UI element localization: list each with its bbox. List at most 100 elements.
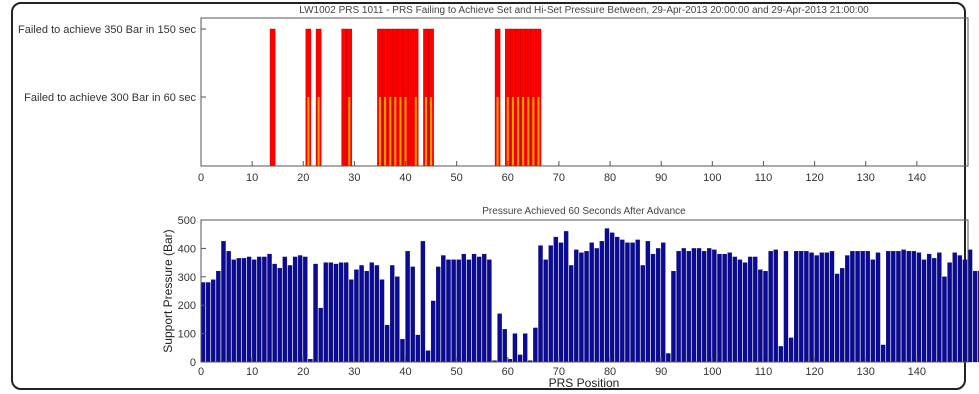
pressure-bar-39 xyxy=(400,339,405,363)
pressure-bar-117 xyxy=(799,251,804,363)
pressure-bar-83 xyxy=(625,242,630,363)
pressure-xtick-label-6: 60 xyxy=(502,366,514,378)
pressure-bar-129 xyxy=(860,251,865,363)
pressure-bar-8 xyxy=(241,258,247,363)
pressure-bar-30 xyxy=(354,269,359,363)
pressure-xtick-label-10: 100 xyxy=(703,366,721,378)
pressure-bar-121 xyxy=(819,252,824,363)
pressure-bar-15 xyxy=(277,268,282,363)
pressure-bar-23 xyxy=(318,307,323,363)
pressure-ytick-label-3: 300 xyxy=(178,272,196,284)
fault-ytick-label-1: Failed to achieve 300 Bar in 60 sec xyxy=(24,92,196,104)
pressure-bar-6 xyxy=(231,259,236,363)
pressure-bar-38 xyxy=(395,276,400,363)
fault-xtick-label-2: 20 xyxy=(297,172,309,184)
pressure-bar-75 xyxy=(584,251,589,363)
pressure-bar-131 xyxy=(870,259,876,363)
fault-bar-300-15 xyxy=(517,97,520,166)
pressure-bar-84 xyxy=(630,242,635,363)
pressure-bar-106 xyxy=(742,262,748,363)
pressure-bar-91 xyxy=(666,353,671,363)
pressure-bar-99 xyxy=(707,248,712,363)
pressure-bar-89 xyxy=(655,248,661,363)
pressure-bar-12 xyxy=(262,256,267,363)
fault-bar-300-6 xyxy=(394,97,397,166)
pressure-bar-143 xyxy=(932,258,937,363)
pressure-bar-54 xyxy=(476,256,482,363)
fault-chart: LW1002 PRS 1011 - PRS Failing to Achieve… xyxy=(18,5,969,184)
pressure-bar-9 xyxy=(246,256,252,363)
pressure-bar-135 xyxy=(891,251,896,363)
fault-xtick-label-12: 120 xyxy=(805,172,823,184)
fault-bar-300-5 xyxy=(389,97,392,166)
fault-xtick-label-0: 0 xyxy=(198,172,204,184)
pressure-bar-28 xyxy=(344,262,349,363)
pressure-bar-119 xyxy=(809,252,814,363)
pressure-bar-20 xyxy=(303,256,308,363)
pressure-bar-72 xyxy=(569,265,574,363)
pressure-bar-16 xyxy=(282,256,288,363)
fault-xtick-label-3: 30 xyxy=(348,172,360,184)
pressure-bar-22 xyxy=(313,263,318,363)
pressure-bar-2 xyxy=(211,279,216,363)
pressure-bar-71 xyxy=(563,231,569,363)
fault-xtick-label-11: 110 xyxy=(755,172,773,184)
pressure-xlabel: PRS Position xyxy=(549,376,620,390)
pressure-bar-137 xyxy=(901,249,906,363)
pressure-bar-101 xyxy=(717,253,722,363)
fault-xtick-label-8: 80 xyxy=(604,172,616,184)
fault-bar-300-18 xyxy=(532,97,535,166)
pressure-bar-0 xyxy=(200,282,206,363)
fault-bar-300-1 xyxy=(317,97,320,166)
pressure-bar-139 xyxy=(911,251,916,363)
pressure-bar-3 xyxy=(216,270,221,363)
pressure-bar-34 xyxy=(374,265,380,363)
pressure-bar-52 xyxy=(466,259,472,363)
pressure-bar-74 xyxy=(579,252,584,363)
fault-xtick-label-7: 70 xyxy=(553,172,565,184)
fault-bar-300-11 xyxy=(430,97,433,166)
pressure-bar-115 xyxy=(788,337,794,363)
pressure-bar-128 xyxy=(855,251,860,363)
pressure-bar-109 xyxy=(758,269,763,363)
pressure-bar-44 xyxy=(425,350,431,363)
fault-bar-300-7 xyxy=(399,97,402,166)
fault-xtick-label-10: 100 xyxy=(703,172,721,184)
pressure-bar-85 xyxy=(635,239,640,363)
pressure-bar-82 xyxy=(620,239,625,363)
pressure-bar-47 xyxy=(441,255,446,363)
pressure-bar-68 xyxy=(548,245,553,363)
pressure-bar-43 xyxy=(420,241,426,363)
pressure-bar-65 xyxy=(533,327,538,363)
pressure-bar-123 xyxy=(829,251,835,363)
pressure-bar-24 xyxy=(323,262,328,363)
pressure-bar-134 xyxy=(886,251,891,363)
pressure-bar-66 xyxy=(538,245,543,363)
pressure-bar-42 xyxy=(415,334,421,363)
pressure-bar-149 xyxy=(962,259,968,363)
pressure-bar-25 xyxy=(328,262,334,363)
pressure-ytick-label-2: 200 xyxy=(178,300,196,312)
pressure-bar-36 xyxy=(384,324,390,363)
pressure-bar-130 xyxy=(865,251,870,363)
pressure-bar-127 xyxy=(850,251,855,363)
pressure-bar-33 xyxy=(369,262,374,363)
fault-bar-300-13 xyxy=(506,97,509,166)
pressure-bar-41 xyxy=(410,266,415,363)
pressure-bar-51 xyxy=(461,253,467,363)
pressure-bar-114 xyxy=(783,251,789,363)
pressure-bar-13 xyxy=(267,253,272,363)
pressure-bar-19 xyxy=(298,255,303,363)
fault-xtick-label-14: 140 xyxy=(908,172,926,184)
pressure-bar-73 xyxy=(574,249,579,363)
pressure-bar-1 xyxy=(205,282,211,363)
pressure-bar-105 xyxy=(737,259,743,363)
pressure-bar-5 xyxy=(226,251,231,363)
fault-bar-300-0 xyxy=(307,97,310,166)
fault-xtick-label-9: 90 xyxy=(655,172,667,184)
pressure-bar-112 xyxy=(773,249,778,363)
pressure-bar-11 xyxy=(257,256,262,363)
pressure-bar-67 xyxy=(543,259,548,363)
pressure-bar-69 xyxy=(553,236,559,363)
pressure-xtick-label-4: 40 xyxy=(399,366,411,378)
